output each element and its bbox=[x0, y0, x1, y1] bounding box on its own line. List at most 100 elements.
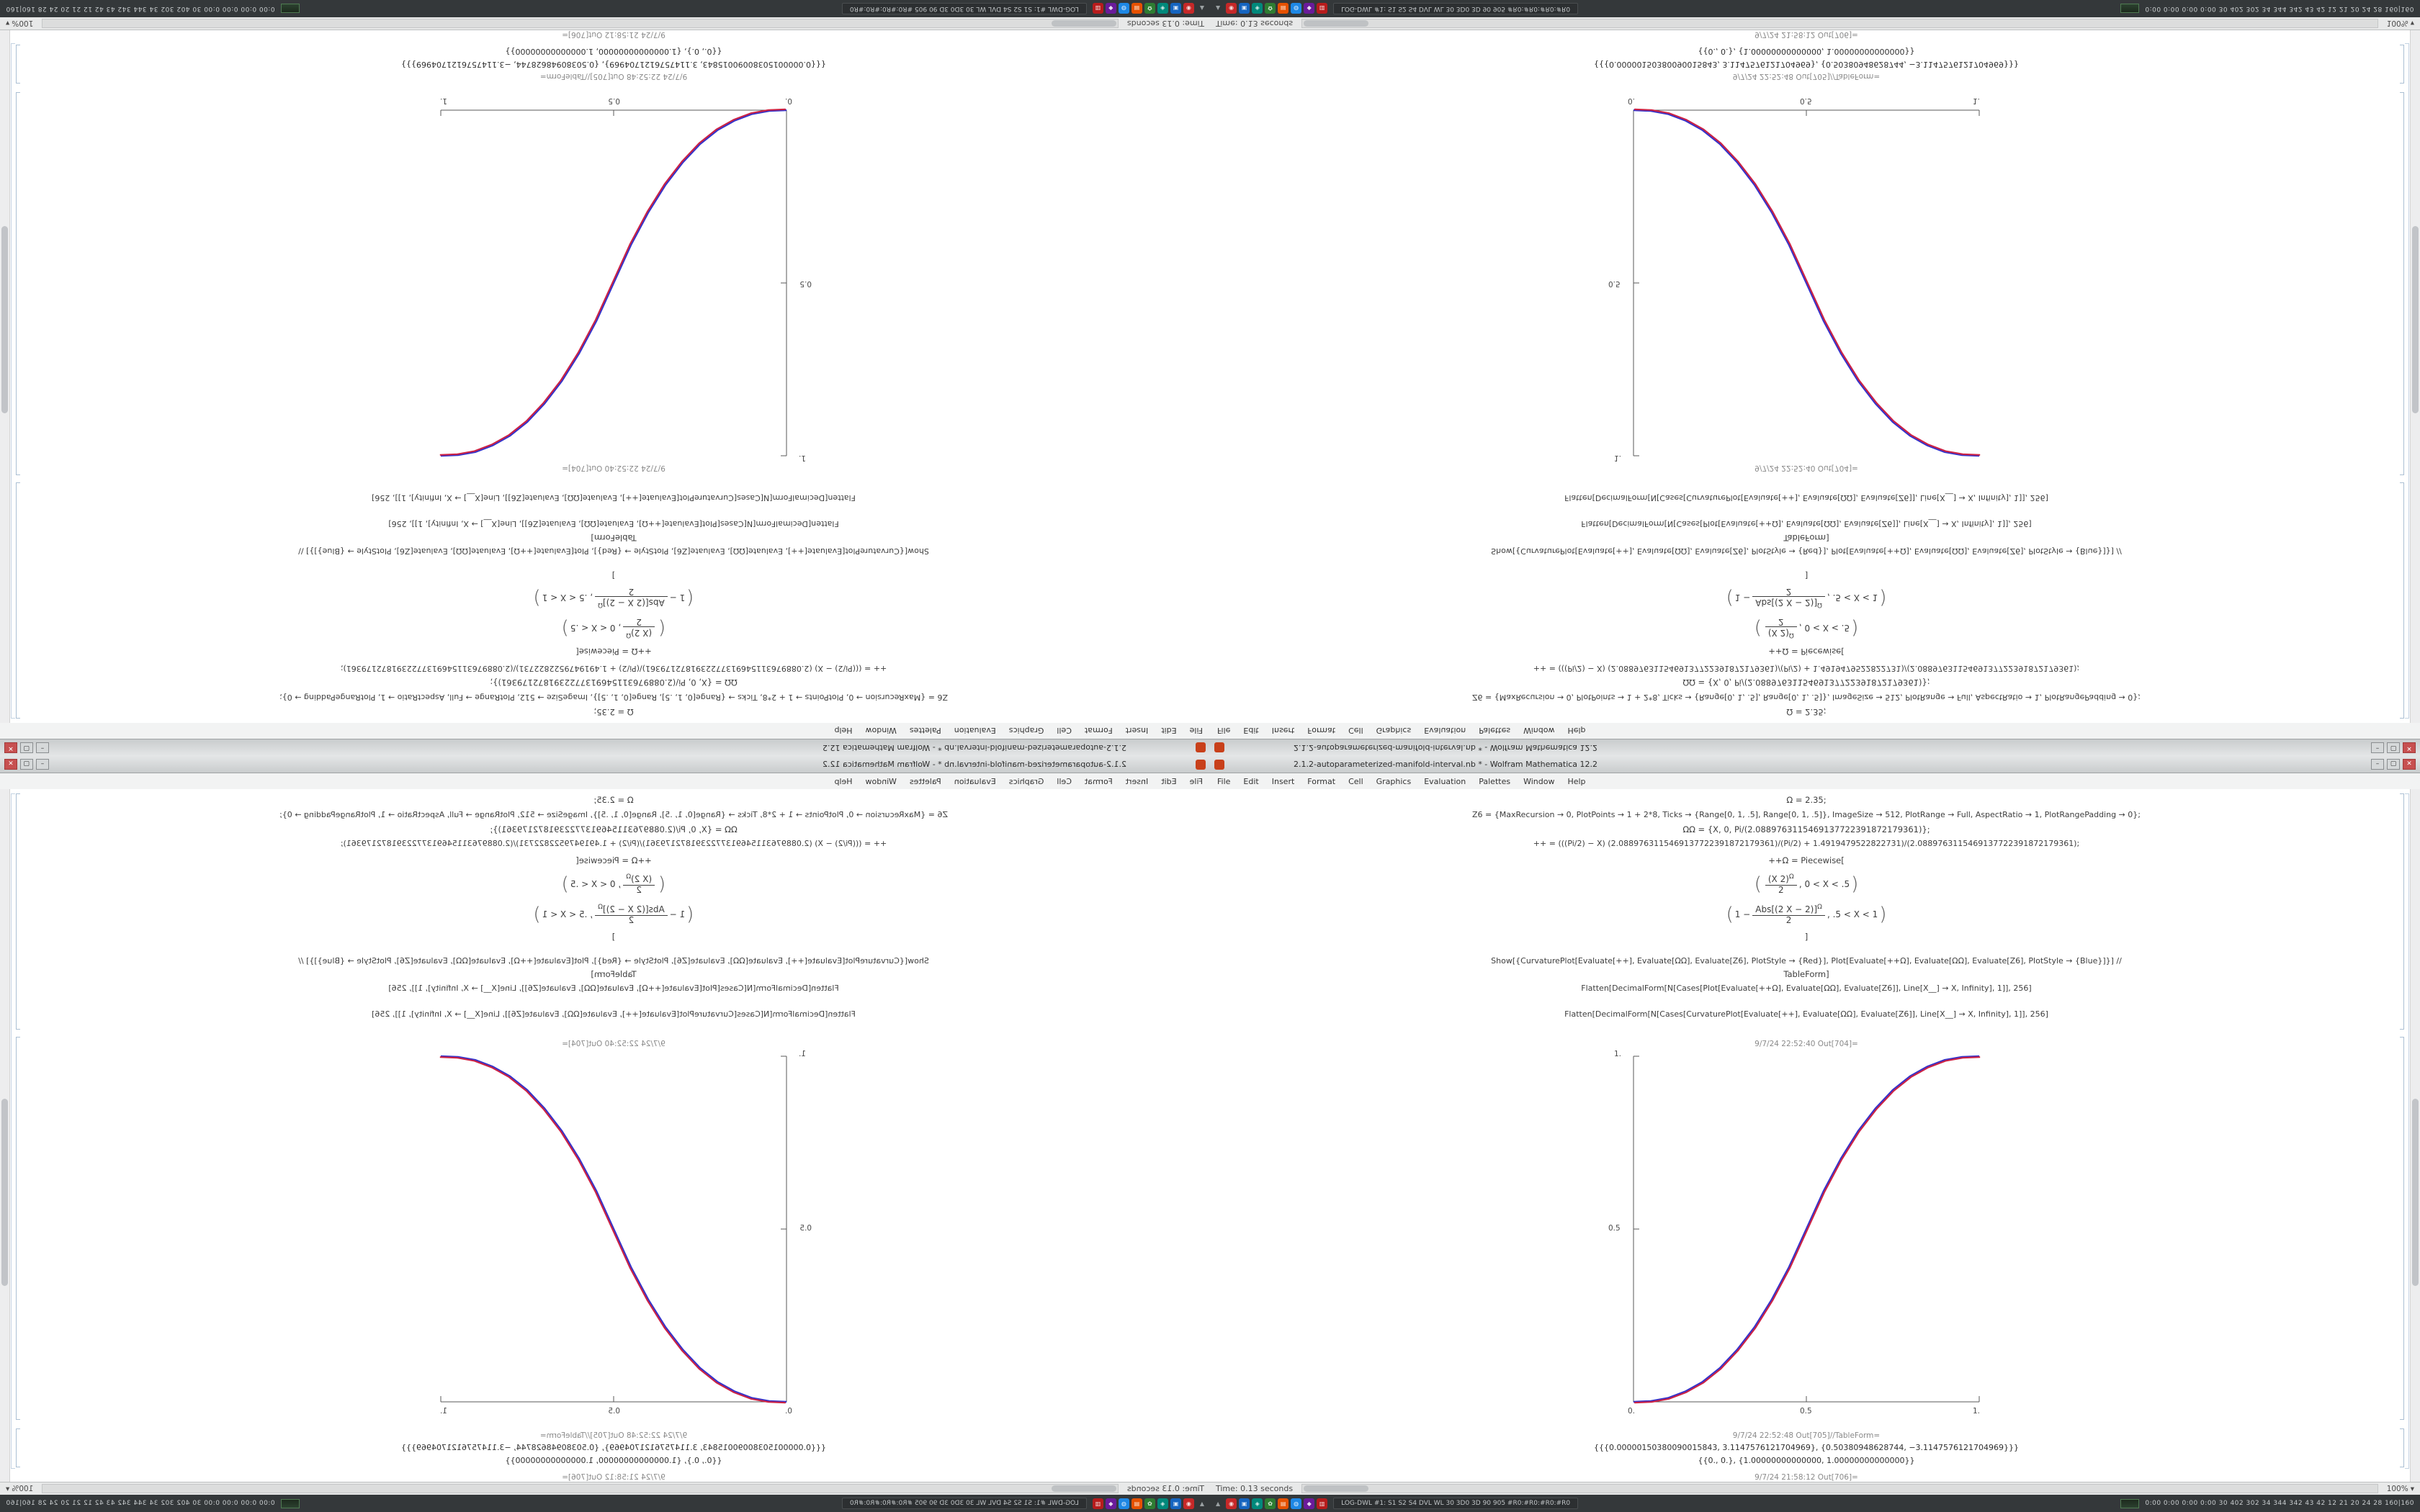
input-cell-flatten-2[interactable]: Flatten[DecimalForm[N[Cases[CurvaturePlo… bbox=[372, 1009, 856, 1019]
input-cell-range[interactable]: ΩΩ = {X, 0, Pi/(2.0889763115469137722391… bbox=[490, 824, 738, 834]
teal-app-tray-icon[interactable]: ◈ bbox=[1252, 1498, 1263, 1509]
cell-bracket-inputs[interactable] bbox=[16, 482, 20, 719]
orange-app-tray-icon[interactable]: ▤ bbox=[1278, 1498, 1289, 1509]
vertical-scrollbar-thumb[interactable] bbox=[1, 226, 8, 413]
horizontal-scrollbar-thumb[interactable] bbox=[1304, 1485, 1369, 1492]
menu-palettes[interactable]: Palettes bbox=[1479, 776, 1511, 786]
orange-app-tray-icon[interactable]: ▤ bbox=[1278, 3, 1289, 14]
output-plot-cell[interactable]: 1. 0.5 0. 0.5 1. bbox=[17, 96, 1210, 462]
input-cell-piecewise-head[interactable]: ++Ω = Piecewise[ bbox=[575, 855, 652, 865]
show-desktop-arrow-icon[interactable]: ▲ bbox=[1216, 1500, 1221, 1507]
cell-bracket-plot[interactable] bbox=[16, 92, 20, 475]
input-cell-piecewise-close[interactable]: ] bbox=[1804, 932, 1809, 942]
input-cell-piecewise-head[interactable]: ++Ω = Piecewise[ bbox=[575, 647, 652, 657]
menu-format[interactable]: Format bbox=[1084, 726, 1113, 736]
input-cell-options[interactable]: Z6 = {MaxRecursion → 0, PlotPoints → 1 +… bbox=[1472, 810, 2141, 819]
menu-insert[interactable]: Insert bbox=[1125, 726, 1149, 736]
menu-insert[interactable]: Insert bbox=[1271, 726, 1295, 736]
input-cell-piecewise-close[interactable]: ] bbox=[1804, 570, 1809, 580]
cell-bracket-table[interactable] bbox=[16, 45, 20, 84]
window-titlebar[interactable]: 2.1.2-autoparameterized-manifold-interva… bbox=[1210, 739, 2420, 756]
menu-help[interactable]: Help bbox=[1567, 726, 1586, 736]
darkred-app-tray-icon[interactable]: ▥ bbox=[1092, 3, 1103, 14]
menu-evaluation[interactable]: Evaluation bbox=[954, 776, 996, 786]
vertical-scrollbar-thumb[interactable] bbox=[2412, 226, 2419, 413]
menu-window[interactable]: Window bbox=[865, 776, 897, 786]
input-cell-flatten-2[interactable]: Flatten[DecimalForm[N[Cases[CurvaturePlo… bbox=[372, 493, 856, 503]
output-plot-cell[interactable]: 1. 0.5 0. 0.5 1. bbox=[1210, 1050, 2403, 1416]
menu-edit[interactable]: Edit bbox=[1243, 726, 1259, 736]
input-cell-flatten-1[interactable]: Flatten[DecimalForm[N[Cases[Plot[Evaluat… bbox=[1581, 984, 2032, 993]
menu-graphics[interactable]: Graphics bbox=[1008, 726, 1044, 736]
input-cell-flatten-1[interactable]: Flatten[DecimalForm[N[Cases[Plot[Evaluat… bbox=[388, 984, 839, 993]
menu-palettes[interactable]: Palettes bbox=[1479, 726, 1511, 736]
purple-app-tray-icon[interactable]: ◆ bbox=[1304, 3, 1315, 14]
input-cell-omega[interactable]: Ω = 2.35; bbox=[1786, 795, 1827, 805]
lightblue-app-tray-icon[interactable]: ◍ bbox=[1118, 3, 1129, 14]
blue-app-tray-icon[interactable]: ▣ bbox=[1170, 1498, 1181, 1509]
input-cell-formula[interactable]: ++ = (((Pi/2) − X) (2.088976311546913772… bbox=[1533, 839, 2080, 848]
lightblue-app-tray-icon[interactable]: ◍ bbox=[1291, 1498, 1302, 1509]
darkred-app-tray-icon[interactable]: ▥ bbox=[1092, 1498, 1103, 1509]
taskbar-window-button[interactable]: LOG-DWL #1: S1 S2 S4 DVL WL 30 3D0 3D 90… bbox=[1333, 1498, 1579, 1509]
green-app-tray-icon[interactable]: ✿ bbox=[1144, 1498, 1155, 1509]
input-cell-formula[interactable]: ++ = (((Pi/2) − X) (2.088976311546913772… bbox=[340, 839, 887, 848]
menu-cell[interactable]: Cell bbox=[1057, 776, 1072, 786]
input-cell-omega[interactable]: Ω = 2.35; bbox=[593, 707, 634, 717]
cell-bracket-inputs[interactable] bbox=[16, 793, 20, 1030]
input-cell-flatten-1[interactable]: Flatten[DecimalForm[N[Cases[Plot[Evaluat… bbox=[388, 519, 839, 528]
red-app-tray-icon[interactable]: ◉ bbox=[1183, 3, 1194, 14]
maximize-button[interactable]: ▢ bbox=[2387, 759, 2400, 770]
horizontal-scrollbar-thumb[interactable] bbox=[1051, 1485, 1116, 1492]
vertical-scrollbar[interactable] bbox=[0, 30, 10, 723]
lightblue-app-tray-icon[interactable]: ◍ bbox=[1118, 1498, 1129, 1509]
input-cell-tableform[interactable]: TableForm] bbox=[591, 969, 637, 979]
lightblue-app-tray-icon[interactable]: ◍ bbox=[1291, 3, 1302, 14]
input-cell-omega[interactable]: Ω = 2.35; bbox=[593, 795, 634, 805]
teal-app-tray-icon[interactable]: ◈ bbox=[1252, 3, 1263, 14]
menu-evaluation[interactable]: Evaluation bbox=[1424, 726, 1466, 736]
input-cell-piecewise-close[interactable]: ] bbox=[611, 570, 616, 580]
menu-graphics[interactable]: Graphics bbox=[1376, 726, 1412, 736]
purple-app-tray-icon[interactable]: ◆ bbox=[1105, 1498, 1116, 1509]
cell-bracket-table[interactable] bbox=[2400, 1428, 2404, 1467]
menu-edit[interactable]: Edit bbox=[1243, 776, 1259, 786]
menu-edit[interactable]: Edit bbox=[1161, 726, 1177, 736]
minimize-button[interactable]: – bbox=[36, 742, 49, 753]
cell-bracket-table[interactable] bbox=[2400, 45, 2404, 84]
red-app-tray-icon[interactable]: ◉ bbox=[1183, 1498, 1194, 1509]
input-cell-show[interactable]: Show[{CurvaturePlot[Evaluate[++], Evalua… bbox=[298, 956, 929, 966]
minimize-button[interactable]: – bbox=[2371, 742, 2384, 753]
vertical-scrollbar-thumb[interactable] bbox=[2412, 1099, 2419, 1286]
input-cell-show[interactable]: Show[{CurvaturePlot[Evaluate[++], Evalua… bbox=[1491, 546, 2122, 556]
close-button[interactable]: ✕ bbox=[4, 759, 17, 770]
menu-graphics[interactable]: Graphics bbox=[1376, 776, 1412, 786]
vertical-scrollbar[interactable] bbox=[2410, 789, 2420, 1482]
close-button[interactable]: ✕ bbox=[2403, 742, 2416, 753]
purple-app-tray-icon[interactable]: ◆ bbox=[1105, 3, 1116, 14]
menu-file[interactable]: File bbox=[1189, 726, 1203, 736]
zoom-widget[interactable]: 100% ▾ bbox=[2387, 1485, 2414, 1493]
input-cell-options[interactable]: Z6 = {MaxRecursion → 0, PlotPoints → 1 +… bbox=[279, 693, 948, 702]
input-cell-omega[interactable]: Ω = 2.35; bbox=[1786, 707, 1827, 717]
input-cell-range[interactable]: ΩΩ = {X, 0, Pi/(2.0889763115469137722391… bbox=[1682, 824, 1930, 834]
menu-cell[interactable]: Cell bbox=[1348, 776, 1363, 786]
purple-app-tray-icon[interactable]: ◆ bbox=[1304, 1498, 1315, 1509]
menu-window[interactable]: Window bbox=[1523, 726, 1555, 736]
minimize-button[interactable]: – bbox=[36, 759, 49, 770]
input-cell-range[interactable]: ΩΩ = {X, 0, Pi/(2.0889763115469137722391… bbox=[1682, 678, 1930, 688]
green-app-tray-icon[interactable]: ✿ bbox=[1144, 3, 1155, 14]
red-app-tray-icon[interactable]: ◉ bbox=[1226, 3, 1237, 14]
cell-bracket-group[interactable] bbox=[11, 43, 15, 719]
show-desktop-arrow-icon[interactable]: ▲ bbox=[1199, 1500, 1204, 1507]
piecewise-row-1[interactable]: ( (X 2)Ω 2 , 0 < X < .5 ) bbox=[1210, 613, 2403, 642]
minimize-button[interactable]: – bbox=[2371, 759, 2384, 770]
menu-palettes[interactable]: Palettes bbox=[909, 776, 941, 786]
menu-format[interactable]: Format bbox=[1084, 776, 1113, 786]
cell-bracket-inputs[interactable] bbox=[2400, 482, 2404, 719]
input-cell-tableform[interactable]: TableForm] bbox=[1783, 533, 1829, 543]
piecewise-row-1[interactable]: ( (X 2)Ω 2 , 0 < X < .5 ) bbox=[17, 870, 1210, 899]
close-button[interactable]: ✕ bbox=[4, 742, 17, 753]
window-titlebar[interactable]: 2.1.2-autoparameterized-manifold-interva… bbox=[0, 739, 1210, 756]
teal-app-tray-icon[interactable]: ◈ bbox=[1157, 1498, 1168, 1509]
